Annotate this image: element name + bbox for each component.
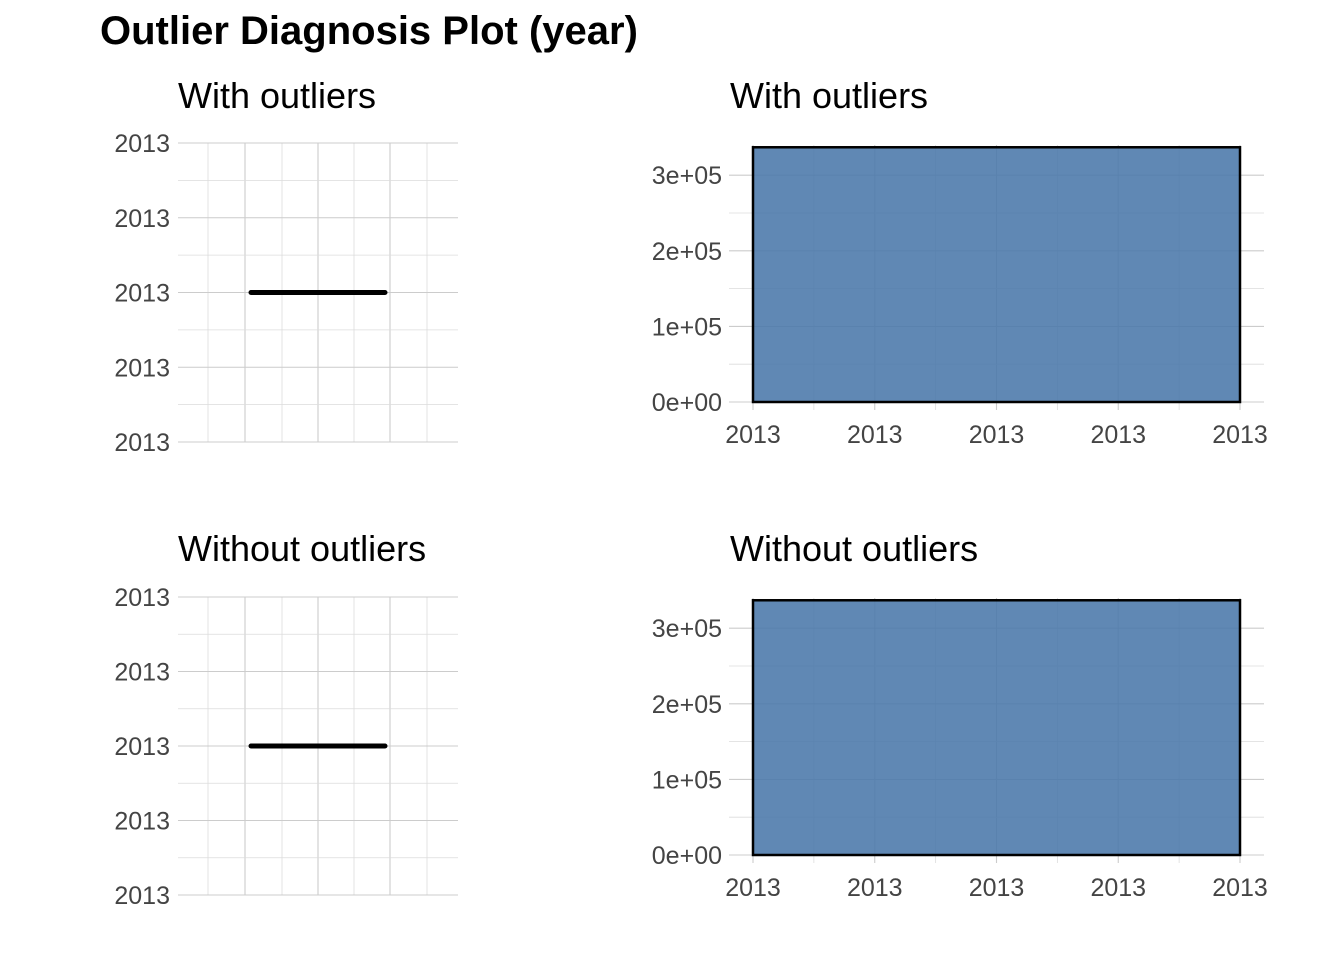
y-tick-label: 3e+05 [652, 162, 722, 190]
y-tick-label: 2013 [114, 659, 170, 687]
x-tick-label: 2013 [847, 874, 903, 902]
chart-panel-1: With outliers 2013 2013 2013 2013 2013 [114, 75, 458, 457]
y-tick-label: 2013 [114, 882, 170, 910]
y-tick-label: 2e+05 [652, 691, 722, 719]
y-tick-label: 2013 [114, 429, 170, 457]
y-tick-label: 2013 [114, 354, 170, 382]
chart-panel-3: Without outliers 2013 2013 2013 2013 2013 [114, 528, 458, 910]
x-tick-label: 2013 [969, 421, 1025, 449]
x-tick-label: 2013 [847, 421, 903, 449]
panel-subtitle: With outliers [730, 75, 928, 116]
y-tick-label: 1e+05 [652, 313, 722, 341]
y-tick-label: 3e+05 [652, 615, 722, 643]
y-tick-label: 1e+05 [652, 766, 722, 794]
panel-subtitle: Without outliers [730, 528, 978, 569]
panel-subtitle: With outliers [178, 75, 376, 116]
x-tick-label: 2013 [1090, 421, 1146, 449]
y-tick-label: 2013 [114, 733, 170, 761]
x-tick-label: 2013 [1212, 421, 1268, 449]
x-tick-label: 2013 [1090, 874, 1146, 902]
x-tick-label: 2013 [969, 874, 1025, 902]
x-tick-label: 2013 [1212, 874, 1268, 902]
y-tick-label: 2013 [114, 205, 170, 233]
y-tick-label: 2e+05 [652, 238, 722, 266]
y-tick-label: 2013 [114, 584, 170, 612]
y-tick-label: 2013 [114, 280, 170, 308]
histogram-bar [751, 146, 1242, 404]
x-tick-label: 2013 [725, 874, 781, 902]
histogram-bar [751, 599, 1242, 857]
figure-title: Outlier Diagnosis Plot (year) [100, 9, 638, 53]
y-tick-label: 2013 [114, 808, 170, 836]
panel-subtitle: Without outliers [178, 528, 426, 569]
y-tick-label: 2013 [114, 130, 170, 158]
y-tick-label: 0e+00 [652, 389, 722, 417]
x-tick-label: 2013 [725, 421, 781, 449]
y-tick-label: 0e+00 [652, 842, 722, 870]
